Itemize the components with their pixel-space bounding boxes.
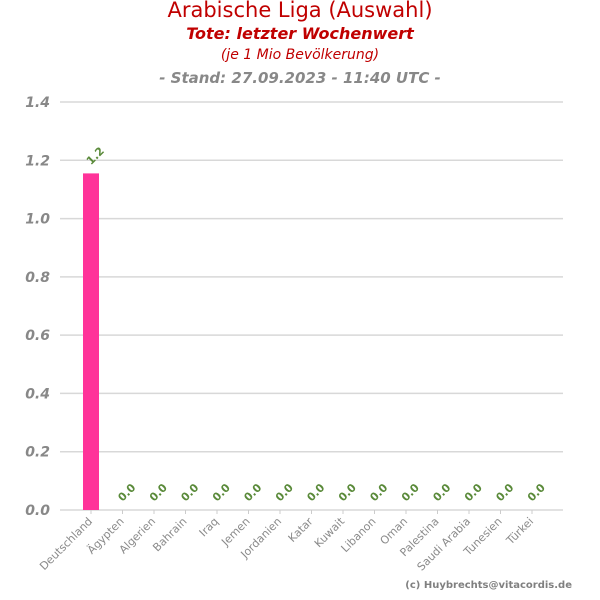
y-tick-label: 0.8 <box>25 270 50 286</box>
y-tick-label: 1.2 <box>25 153 50 169</box>
y-tick-label: 0.4 <box>25 386 50 402</box>
y-tick-label: 1.4 <box>25 95 50 111</box>
x-tick-label: Iraq <box>197 515 221 539</box>
data-label: 1.2 <box>84 145 107 168</box>
data-label: 0.0 <box>430 481 453 504</box>
data-label: 0.0 <box>336 481 359 504</box>
data-label: 0.0 <box>367 481 390 504</box>
y-tick-label: 1.0 <box>25 212 50 228</box>
data-label: 0.0 <box>115 481 138 504</box>
data-label: 0.0 <box>399 481 422 504</box>
bar <box>83 173 99 510</box>
data-label: 0.0 <box>273 481 296 504</box>
x-tick-label: Libanon <box>339 515 379 555</box>
chart-subtitle: Tote: letzter Wochenwert <box>186 24 414 43</box>
data-label: 0.0 <box>210 481 233 504</box>
chart-title: Arabische Liga (Auswahl) <box>167 0 433 22</box>
data-label: 0.0 <box>304 481 327 504</box>
timestamp: - Stand: 27.09.2023 - 11:40 UTC - <box>159 69 441 87</box>
data-label: 0.0 <box>241 481 264 504</box>
data-label: 0.0 <box>178 481 201 504</box>
y-tick-label: 0.0 <box>25 503 50 519</box>
y-tick-label: 0.2 <box>25 445 50 461</box>
data-label: 0.0 <box>462 481 485 504</box>
y-tick-label: 0.6 <box>25 328 50 344</box>
data-label: 0.0 <box>493 481 516 504</box>
x-tick-label: Bahrain <box>150 515 189 554</box>
x-tick-label: Deutschland <box>37 515 95 573</box>
x-tick-label: Türkei <box>503 515 536 548</box>
unit-note: (je 1 Mio Bevölkerung) <box>220 47 380 63</box>
data-label: 0.0 <box>525 481 548 504</box>
credit-text: (c) Huybrechts@vitacordis.de <box>405 580 572 591</box>
data-label: 0.0 <box>147 481 170 504</box>
